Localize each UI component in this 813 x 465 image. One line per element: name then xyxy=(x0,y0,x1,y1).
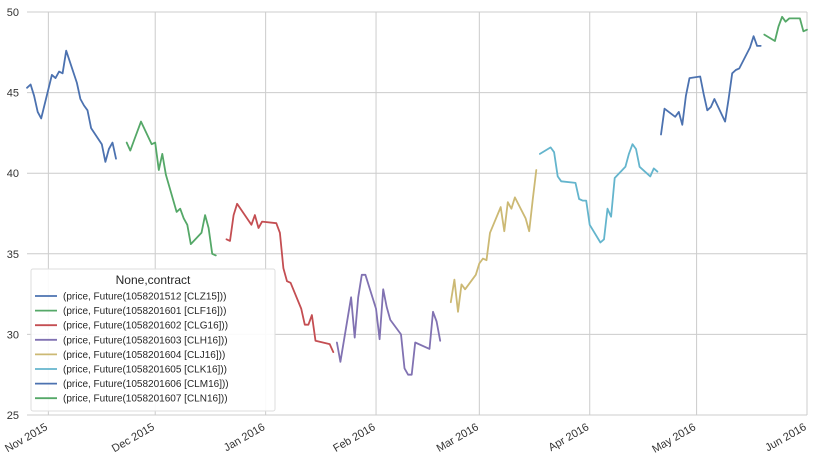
legend-box xyxy=(30,268,276,412)
x-tick-label: Jan 2016 xyxy=(222,421,267,454)
legend-entry-label: (price, Future(1058201605 [CLK16])) xyxy=(63,365,227,376)
y-tick-label: 25 xyxy=(7,410,19,422)
legend-entry-label: (price, Future(1058201601 [CLF16])) xyxy=(63,306,226,317)
series-line-6 xyxy=(539,143,659,244)
legend-entry-label: (price, Future(1058201604 [CLJ16])) xyxy=(63,350,225,361)
y-tick-label: 30 xyxy=(7,329,19,341)
legend: None,contract (price, Future(1058201512 [… xyxy=(30,268,276,412)
y-tick-label: 45 xyxy=(7,88,19,100)
x-tick-label: Feb 2016 xyxy=(331,421,377,455)
legend-entry-label: (price, Future(1058201602 [CLG16])) xyxy=(63,321,228,332)
legend-entry-label: (price, Future(1058201607 [CLN16])) xyxy=(63,394,228,405)
series-line-5 xyxy=(449,169,538,313)
legend-entry-label: (price, Future(1058201512 [CLZ15])) xyxy=(63,292,226,303)
y-tick-label: 35 xyxy=(7,249,19,261)
series-lines xyxy=(26,15,808,376)
series-line-2 xyxy=(125,120,217,257)
series-line-7 xyxy=(660,35,762,136)
y-tick-label: 40 xyxy=(7,168,19,180)
legend-entry-label: (price, Future(1058201603 [CLH16])) xyxy=(63,335,228,346)
legend-title: None,contract xyxy=(116,273,191,287)
series-line-1 xyxy=(26,49,117,163)
x-tick-label: Nov 2015 xyxy=(3,421,50,455)
x-tick-label: Mar 2016 xyxy=(435,421,481,455)
series-line-8 xyxy=(763,15,808,42)
legend-entry-label: (price, Future(1058201606 [CLM16])) xyxy=(63,379,229,390)
series-line-4 xyxy=(335,273,442,376)
x-tick-label: May 2016 xyxy=(650,421,698,456)
gridlines xyxy=(27,11,808,416)
y-tick-label: 50 xyxy=(7,7,19,19)
x-tick-label: Dec 2015 xyxy=(110,421,157,455)
x-tick-label: Jun 2016 xyxy=(763,421,808,454)
x-tick-label: Apr 2016 xyxy=(547,421,592,454)
series-line-3 xyxy=(225,202,335,354)
